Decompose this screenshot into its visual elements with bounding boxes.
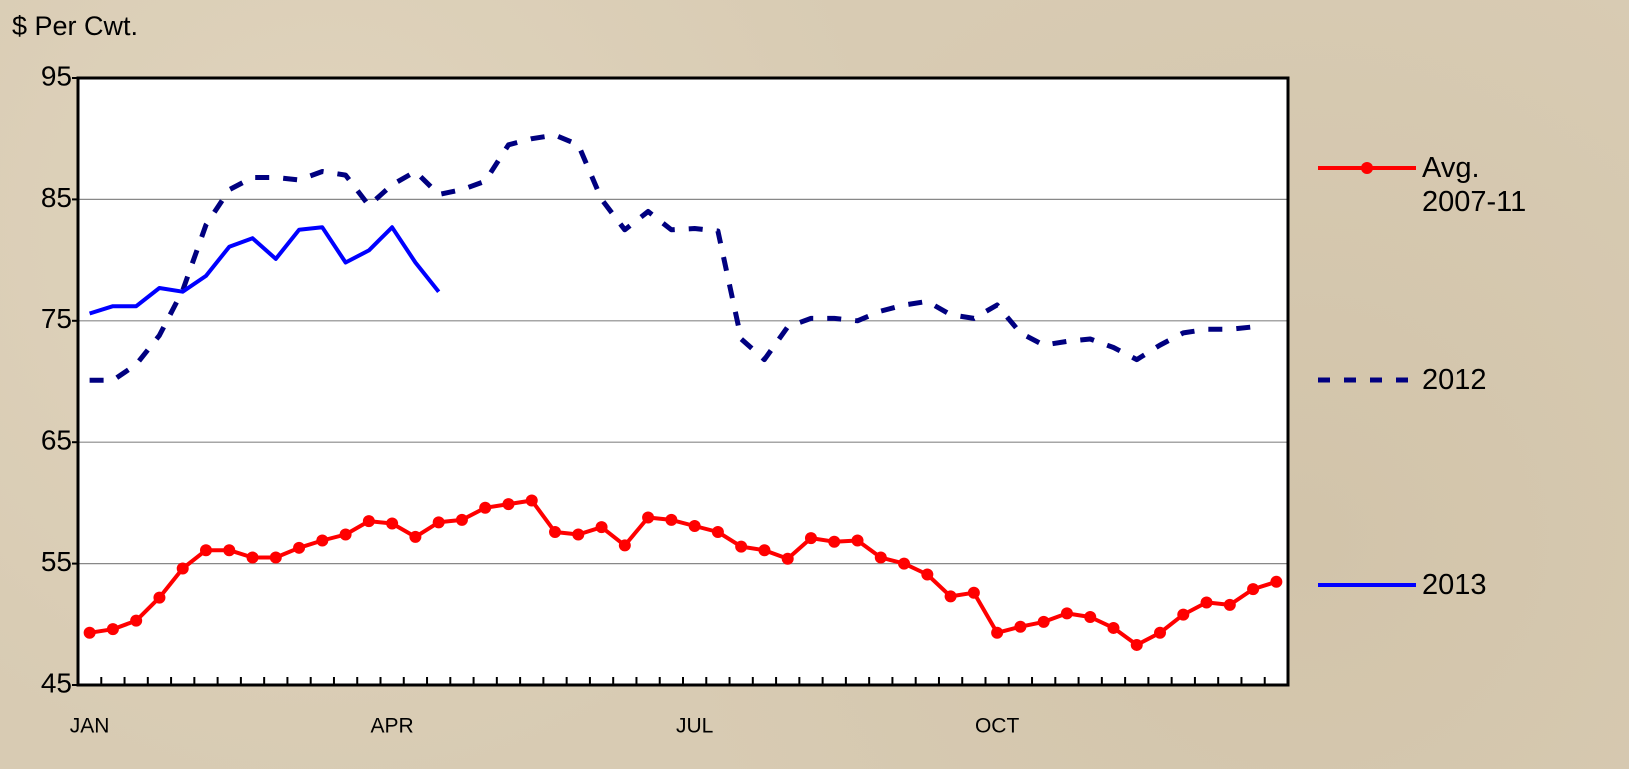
- y-axis-label: $ Per Cwt.: [12, 11, 138, 41]
- data-point: [618, 539, 631, 552]
- data-point: [735, 540, 748, 553]
- data-point: [1270, 575, 1283, 588]
- data-point: [1130, 638, 1143, 651]
- data-point: [362, 515, 375, 528]
- y-tick-label: 95: [41, 60, 72, 91]
- data-point: [967, 586, 980, 599]
- data-point: [921, 568, 934, 581]
- data-point: [525, 494, 538, 507]
- data-point: [665, 513, 678, 526]
- data-point: [804, 532, 817, 545]
- data-point: [386, 517, 399, 530]
- y-tick-label: 55: [41, 546, 72, 577]
- data-point: [1154, 626, 1167, 639]
- y-tick-label: 85: [41, 182, 72, 213]
- data-point: [153, 591, 166, 604]
- data-point: [851, 534, 864, 547]
- plot-border: [76, 76, 1290, 687]
- legend-label: Avg. 2007-11: [1422, 152, 1527, 218]
- series-line: [89, 132, 1254, 383]
- legend-label: 2012: [1422, 364, 1487, 396]
- y-tick-label: 65: [41, 425, 72, 456]
- data-point: [455, 513, 468, 526]
- data-point: [269, 551, 282, 564]
- data-point: [409, 530, 422, 543]
- data-point: [176, 562, 189, 575]
- data-point: [572, 528, 585, 541]
- data-point: [711, 526, 724, 539]
- data-point: [83, 626, 96, 639]
- data-point: [1200, 596, 1213, 609]
- data-point: [1084, 611, 1097, 624]
- data-point: [1177, 608, 1190, 621]
- data-point: [246, 551, 259, 564]
- series-line: [89, 498, 1277, 647]
- x-tick-label: OCT: [975, 715, 1020, 738]
- data-point: [130, 614, 143, 627]
- plot-area: [78, 78, 1288, 685]
- data-point: [898, 557, 911, 570]
- data-point: [642, 511, 655, 524]
- data-point: [1060, 607, 1073, 620]
- x-tick-label: JAN: [70, 715, 110, 738]
- data-point: [106, 623, 119, 636]
- data-point: [479, 501, 492, 514]
- legend-marker: [1361, 162, 1373, 174]
- data-point: [549, 526, 562, 539]
- series-line: [89, 225, 441, 316]
- data-point: [1014, 620, 1027, 633]
- data-point: [1037, 615, 1050, 628]
- data-point: [432, 516, 445, 529]
- x-tick-label: JUL: [676, 715, 713, 738]
- data-point: [688, 519, 701, 532]
- y-tick-label: 45: [41, 667, 72, 698]
- y-tick-label: 75: [41, 303, 72, 334]
- data-point: [339, 528, 352, 541]
- data-point: [758, 544, 771, 557]
- data-point: [944, 590, 957, 603]
- data-point: [199, 544, 212, 557]
- data-point: [874, 551, 887, 564]
- data-point: [1247, 583, 1260, 596]
- data-point: [223, 544, 236, 557]
- data-point: [828, 535, 841, 548]
- data-point: [991, 626, 1004, 639]
- data-point: [293, 541, 306, 554]
- data-point: [781, 552, 794, 565]
- data-point: [502, 498, 515, 511]
- data-point: [1223, 598, 1236, 611]
- data-point: [595, 521, 608, 534]
- legend-label: 2013: [1422, 569, 1487, 601]
- data-point: [316, 534, 329, 547]
- data-point: [1107, 621, 1120, 634]
- x-tick-label: APR: [371, 715, 414, 738]
